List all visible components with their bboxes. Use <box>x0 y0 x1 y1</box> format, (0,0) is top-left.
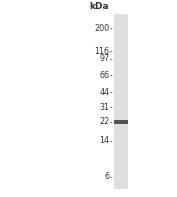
Text: 14: 14 <box>99 137 109 145</box>
Text: kDa: kDa <box>89 2 109 11</box>
Text: 22: 22 <box>99 117 109 126</box>
Bar <box>114 14 128 189</box>
Text: 31: 31 <box>99 103 109 112</box>
Text: 97: 97 <box>99 54 109 63</box>
Text: 66: 66 <box>99 71 109 80</box>
Text: 6: 6 <box>104 172 109 181</box>
Text: 44: 44 <box>99 88 109 97</box>
Text: 116: 116 <box>95 47 109 56</box>
Bar <box>114 120 128 124</box>
Text: 200: 200 <box>94 24 109 33</box>
